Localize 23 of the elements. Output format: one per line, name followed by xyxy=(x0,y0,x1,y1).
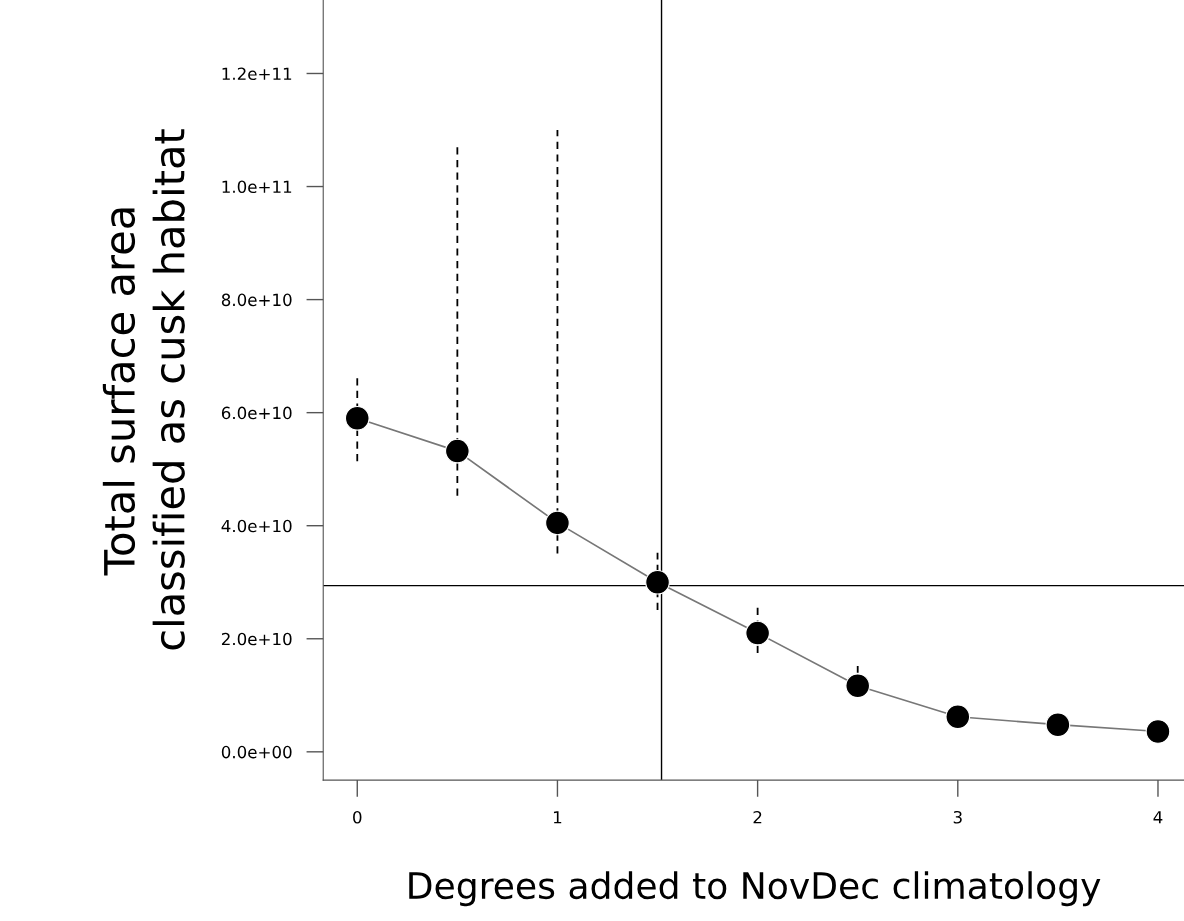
x-tick-label: 1 xyxy=(553,811,562,824)
y-tick-label: 2.0e+10 xyxy=(221,632,292,646)
point xyxy=(945,704,971,730)
y-tick-label: 8.0e+10 xyxy=(221,293,292,307)
point xyxy=(344,405,370,431)
point xyxy=(845,673,871,699)
point xyxy=(745,620,770,646)
point xyxy=(444,438,470,464)
y-tick-label: 1.0e+11 xyxy=(222,180,292,194)
x-axis-title: Degrees added to NovDec climatology xyxy=(409,871,1101,907)
point xyxy=(1045,712,1071,738)
x-tick-label: 0 xyxy=(353,810,362,824)
y-tick-label: 1.2e+11 xyxy=(222,67,292,81)
point xyxy=(1145,719,1171,744)
y-tick-label: 6.0e+10 xyxy=(221,406,292,420)
y-axis-title: Total surface area classified as cusk habitat xyxy=(102,129,185,650)
point xyxy=(645,569,670,595)
y-tick-label: 0.0e+00 xyxy=(221,745,292,759)
x-tick-label: 4 xyxy=(1153,811,1163,824)
x-tick-label: 3 xyxy=(953,810,962,824)
point xyxy=(545,510,570,536)
y-tick-label: 4.0e+10 xyxy=(221,519,292,533)
x-tick-label: 2 xyxy=(753,810,762,824)
